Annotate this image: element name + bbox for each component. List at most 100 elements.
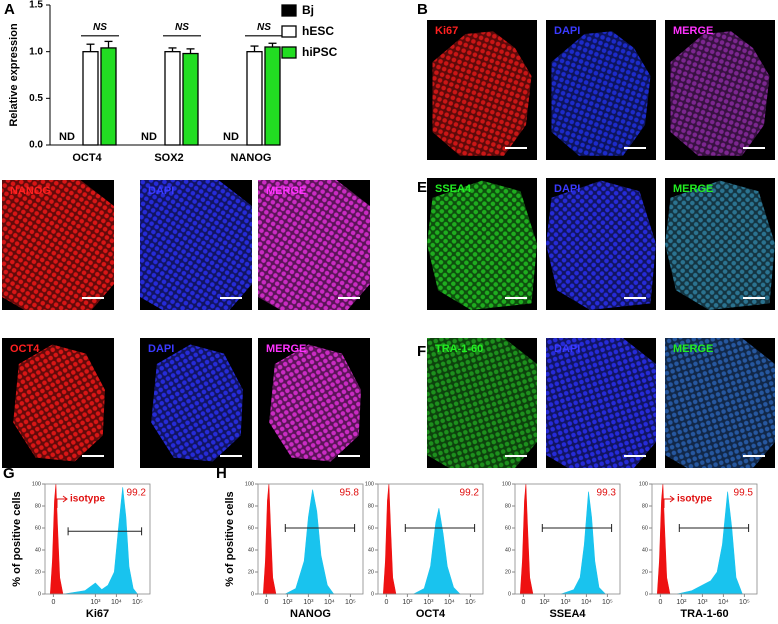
y-tick-label: 1.0 xyxy=(29,46,43,57)
x-tick-label: 10³ xyxy=(423,599,434,606)
legend-swatch xyxy=(281,4,297,17)
cell-colony xyxy=(427,338,537,468)
panel-letter: B xyxy=(417,1,428,18)
value-label: ND xyxy=(141,131,157,143)
x-tick-label: 0 xyxy=(521,599,525,606)
cell-colony xyxy=(2,180,114,310)
y-tick-label: 80 xyxy=(248,503,254,509)
histogram-area xyxy=(561,491,607,595)
x-tick-label: 10⁵ xyxy=(739,599,750,606)
y-tick-label: 100 xyxy=(365,481,374,487)
channel-label: DAPI xyxy=(554,183,580,195)
cell-colony xyxy=(140,180,252,310)
y-tick-label: 100 xyxy=(502,481,511,487)
y-tick-label: 40 xyxy=(248,547,254,553)
significance-label: NS xyxy=(93,22,107,33)
legend-label: hESC xyxy=(302,24,334,38)
x-axis-label: NANOG xyxy=(290,608,331,620)
histogram-area xyxy=(519,483,534,595)
annotation-arrow xyxy=(663,495,675,508)
y-tick-label: 100 xyxy=(639,481,648,487)
x-tick-label: 10² xyxy=(402,599,413,606)
gate-percent: 99.3 xyxy=(597,488,617,499)
legend-swatch xyxy=(281,25,297,38)
channel-label: TRA-1-60 xyxy=(435,343,483,355)
channel-label: MERGE xyxy=(266,185,306,197)
channel-label: MERGE xyxy=(266,343,306,355)
y-tick-label: 80 xyxy=(642,503,648,509)
y-axis-label: Relative expression xyxy=(8,23,20,127)
y-tick-label: 0.5 xyxy=(29,93,43,104)
y-axis-label: % of positive cells xyxy=(224,491,236,586)
plot-frame xyxy=(44,483,151,595)
value-label: ND xyxy=(59,131,75,143)
y-tick-label: 20 xyxy=(248,569,254,575)
x-tick-label: 10⁵ xyxy=(132,599,143,606)
bar xyxy=(182,52,199,146)
gate-percent: 99.5 xyxy=(734,488,754,499)
y-tick-label: 40 xyxy=(35,547,41,553)
y-tick-label: 0 xyxy=(371,591,374,597)
significance-label: NS xyxy=(257,22,271,33)
cell-colony xyxy=(258,180,370,310)
x-tick-label: 10⁴ xyxy=(324,599,335,606)
legend-label: hiPSC xyxy=(302,45,338,59)
y-tick-label: 60 xyxy=(35,525,41,531)
y-tick-label: 80 xyxy=(35,503,41,509)
legend-label: Bj xyxy=(302,3,314,17)
y-tick-label: 0 xyxy=(251,591,254,597)
y-tick-label: 20 xyxy=(368,569,374,575)
x-axis-label: OCT4 xyxy=(416,608,446,620)
x-axis-label: Ki67 xyxy=(86,608,109,620)
bar xyxy=(82,51,99,146)
cell-colony xyxy=(665,180,775,310)
y-tick-label: 60 xyxy=(248,525,254,531)
channel-label: MERGE xyxy=(673,25,713,37)
channel-label: OCT4 xyxy=(10,343,40,355)
channel-label: MERGE xyxy=(673,343,713,355)
cell-colony xyxy=(151,344,243,462)
x-tick-label: 0 xyxy=(51,599,55,606)
y-tick-label: 100 xyxy=(32,481,41,487)
cell-colony xyxy=(670,31,770,156)
histogram-area xyxy=(63,487,139,595)
y-tick-label: 0 xyxy=(645,591,648,597)
bar xyxy=(264,46,281,146)
channel-label: SSEA4 xyxy=(435,183,472,195)
annotation: isotype xyxy=(677,494,712,505)
x-tick-label: 0 xyxy=(264,599,268,606)
histogram-area xyxy=(413,508,461,595)
x-tick-label: 10⁴ xyxy=(444,599,455,606)
y-tick-label: 1.5 xyxy=(29,0,43,11)
plot-frame xyxy=(514,483,621,595)
x-tick-label: 10⁵ xyxy=(602,599,613,606)
channel-label: DAPI xyxy=(554,343,580,355)
y-tick-label: 60 xyxy=(368,525,374,531)
bar xyxy=(164,51,181,146)
x-tick-label: 10⁴ xyxy=(581,599,592,606)
histogram-area xyxy=(285,489,335,595)
x-tick-label: 10³ xyxy=(697,599,708,606)
y-tick-label: 60 xyxy=(505,525,511,531)
x-tick-label: OCT4 xyxy=(72,152,102,164)
y-tick-label: 20 xyxy=(505,569,511,575)
channel-label: DAPI xyxy=(554,25,580,37)
x-tick-label: 10² xyxy=(282,599,293,606)
panel-letter: E xyxy=(417,179,427,196)
y-tick-label: 0 xyxy=(38,591,41,597)
value-label: ND xyxy=(223,131,239,143)
annotation: isotype xyxy=(70,494,105,505)
x-axis-label: TRA-1-60 xyxy=(680,608,728,620)
channel-label: DAPI xyxy=(148,343,174,355)
y-tick-label: 0 xyxy=(508,591,511,597)
x-tick-label: SOX2 xyxy=(154,152,183,164)
x-tick-label: 10⁵ xyxy=(465,599,476,606)
channel-label: Ki67 xyxy=(435,25,458,37)
x-tick-label: 10³ xyxy=(303,599,314,606)
x-tick-label: 10³ xyxy=(560,599,571,606)
channel-label: MERGE xyxy=(673,183,713,195)
y-tick-label: 100 xyxy=(245,481,254,487)
gate-percent: 95.8 xyxy=(340,488,360,499)
x-tick-label: 0 xyxy=(384,599,388,606)
histogram-area xyxy=(677,491,743,595)
